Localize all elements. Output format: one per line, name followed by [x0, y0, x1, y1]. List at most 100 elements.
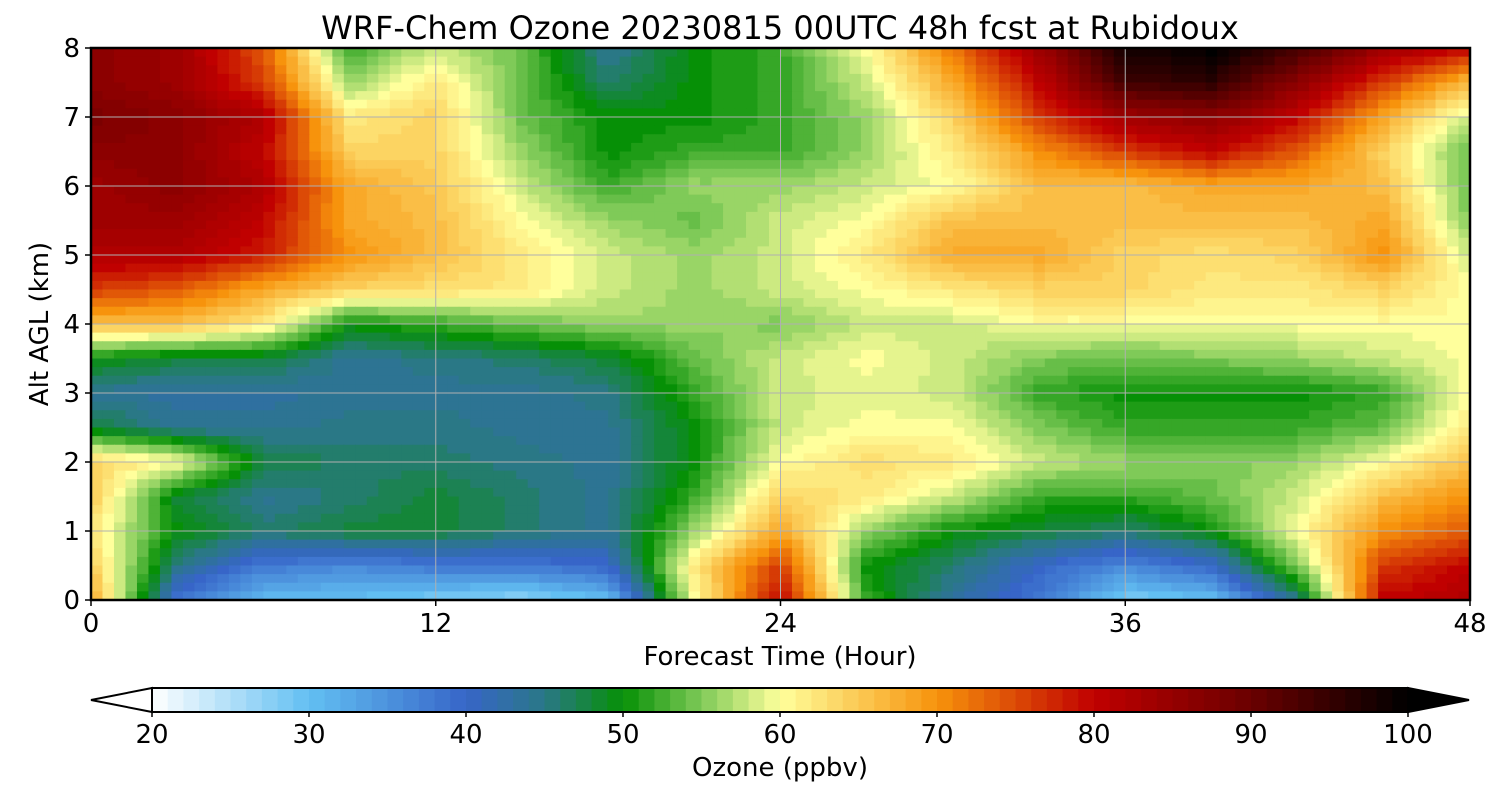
heat-cell: [424, 125, 437, 135]
heat-cell: [91, 332, 104, 342]
heat-cell: [826, 82, 839, 92]
heat-cell: [837, 91, 851, 101]
heat-cell: [780, 255, 793, 265]
heat-cell: [251, 289, 264, 299]
heat-cell: [458, 375, 471, 385]
heat-cell: [837, 349, 851, 360]
heat-cell: [1228, 358, 1241, 368]
heat-cell: [642, 82, 655, 92]
heat-cell: [1343, 168, 1356, 178]
heat-cell: [1240, 255, 1253, 265]
heat-cell: [1458, 203, 1470, 213]
heat-cell: [860, 298, 874, 308]
heat-cell: [91, 315, 104, 325]
heat-cell: [975, 56, 988, 66]
heat-cell: [447, 358, 460, 368]
heat-cell: [860, 255, 874, 265]
heat-cell: [1309, 99, 1322, 109]
heat-cell: [975, 324, 988, 334]
heat-cell: [412, 306, 425, 316]
heat-cell: [883, 375, 897, 385]
heat-cell: [1021, 65, 1034, 75]
heat-cell: [1458, 324, 1470, 334]
heat-cell: [102, 65, 115, 75]
heat-cell: [182, 229, 196, 239]
heat-cell: [1458, 229, 1470, 239]
heat-cell: [1274, 211, 1287, 222]
heat-cell: [734, 272, 747, 282]
heat-cell: [1343, 177, 1356, 187]
heat-cell: [1090, 117, 1103, 127]
heat-cell: [366, 194, 379, 204]
heat-cell: [964, 237, 977, 247]
heat-cell: [389, 280, 402, 291]
heat-cell: [1021, 255, 1034, 265]
heat-cell: [481, 134, 494, 144]
heat-cell: [401, 324, 414, 334]
heat-cell: [918, 168, 931, 178]
heat-cell: [228, 220, 241, 230]
heat-cell: [895, 177, 908, 187]
heat-cell: [872, 194, 885, 204]
heat-cell: [1274, 186, 1287, 196]
heat-cell: [929, 220, 942, 230]
heat-cell: [1424, 65, 1437, 75]
heat-cell: [711, 108, 724, 118]
heat-cell: [975, 367, 988, 377]
heat-cell: [182, 349, 196, 360]
heat-cell: [470, 246, 483, 256]
heat-cell: [550, 367, 563, 377]
heat-cell: [1159, 91, 1172, 101]
heat-cell: [217, 237, 230, 247]
heat-cell: [91, 280, 104, 291]
heat-cell: [1355, 211, 1368, 222]
heat-cell: [619, 306, 632, 316]
heat-cell: [251, 56, 264, 66]
heat-cell: [424, 315, 437, 325]
heat-cell: [182, 134, 196, 144]
heat-cell: [769, 160, 782, 170]
heat-cell: [1044, 315, 1057, 325]
heat-cell: [366, 332, 379, 342]
heat-cell: [1079, 186, 1092, 196]
heat-cell: [1309, 349, 1322, 360]
heat-cell: [642, 151, 655, 161]
heat-cell: [194, 229, 207, 239]
heat-cell: [550, 99, 563, 109]
heat-cell: [1435, 142, 1448, 153]
heat-cell: [297, 229, 310, 239]
heat-cell: [435, 186, 448, 196]
heat-cell: [998, 82, 1011, 92]
heat-cell: [1424, 272, 1437, 282]
heat-cell: [1286, 289, 1299, 299]
heat-cell: [125, 306, 138, 316]
heat-cell: [1251, 65, 1264, 75]
heat-cell: [1309, 160, 1322, 170]
heat-cell: [458, 160, 471, 170]
heat-cell: [1182, 220, 1195, 230]
heat-cell: [677, 160, 690, 170]
heat-cell: [171, 384, 184, 394]
heat-cell: [550, 82, 563, 92]
heat-cell: [596, 367, 609, 377]
heat-cell: [1159, 375, 1172, 385]
heat-cell: [286, 280, 299, 291]
heat-cell: [596, 82, 609, 92]
heat-cell: [654, 229, 667, 239]
heat-cell: [240, 263, 253, 273]
heat-cell: [194, 82, 207, 92]
heat-cell: [1263, 332, 1276, 342]
heat-cell: [1194, 367, 1207, 377]
heat-cell: [734, 255, 747, 265]
heat-cell: [1171, 151, 1184, 161]
heat-cell: [746, 220, 759, 230]
heat-cell: [516, 289, 529, 299]
heat-cell: [1148, 125, 1161, 135]
heat-cell: [860, 65, 874, 75]
heat-cell: [1435, 324, 1448, 334]
heat-cell: [458, 151, 471, 161]
heat-cell: [1343, 367, 1356, 377]
heat-cell: [952, 324, 965, 334]
heat-cell: [297, 358, 310, 368]
heat-cell: [343, 91, 356, 101]
